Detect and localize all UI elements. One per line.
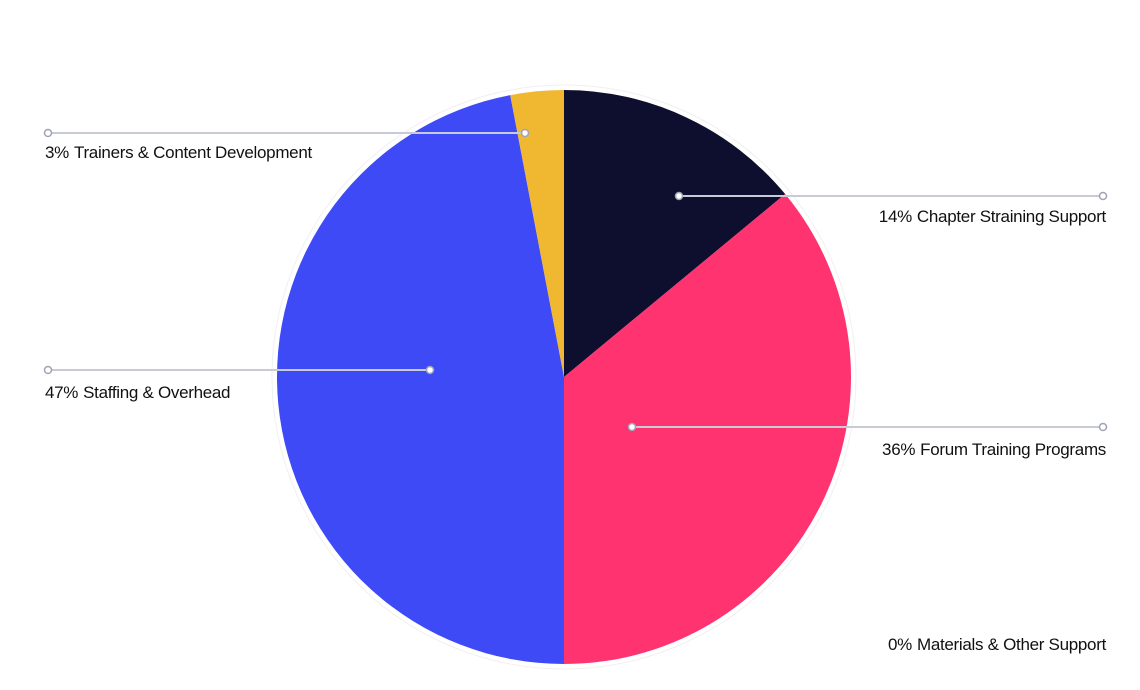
- leader-dot: [43, 128, 53, 138]
- slice-category: Materials & Other Support: [917, 635, 1107, 654]
- leader-dot: [627, 422, 637, 432]
- slice-label: 0% Materials & Other Support: [888, 635, 1107, 654]
- slice-label: 47% Staffing & Overhead: [45, 383, 230, 402]
- leader-dot: [1098, 191, 1108, 201]
- slice-value-label: 47%: [45, 383, 78, 402]
- pie-slice: [564, 194, 851, 664]
- slice-category: Trainers & Content Development: [74, 143, 313, 162]
- slice-value-label: 3%: [45, 143, 69, 162]
- slice-value-label: 36%: [882, 440, 915, 459]
- slice-label: 3% Trainers & Content Development: [45, 143, 312, 162]
- leader-dot: [425, 365, 435, 375]
- slice-category: Staffing & Overhead: [83, 383, 230, 402]
- slice-label: 36% Forum Training Programs: [882, 440, 1106, 459]
- labels: 14% Chapter Straining Support 36% Forum Tra…: [43, 128, 1108, 654]
- slices: [276, 90, 851, 664]
- slice-value-label: 0%: [888, 635, 912, 654]
- leader-dot: [674, 191, 684, 201]
- slice-label: 14% Chapter Straining Support: [879, 207, 1107, 226]
- slice-category: Chapter Straining Support: [917, 207, 1107, 226]
- slice-value-label: 14%: [879, 207, 912, 226]
- pie-slice: [510, 90, 564, 377]
- pie-slice: [564, 90, 786, 377]
- leader-dot: [43, 365, 53, 375]
- leader-dot: [1098, 422, 1108, 432]
- slice-category: Forum Training Programs: [920, 440, 1106, 459]
- pie-slice: [276, 95, 564, 664]
- leader-dot: [520, 128, 530, 138]
